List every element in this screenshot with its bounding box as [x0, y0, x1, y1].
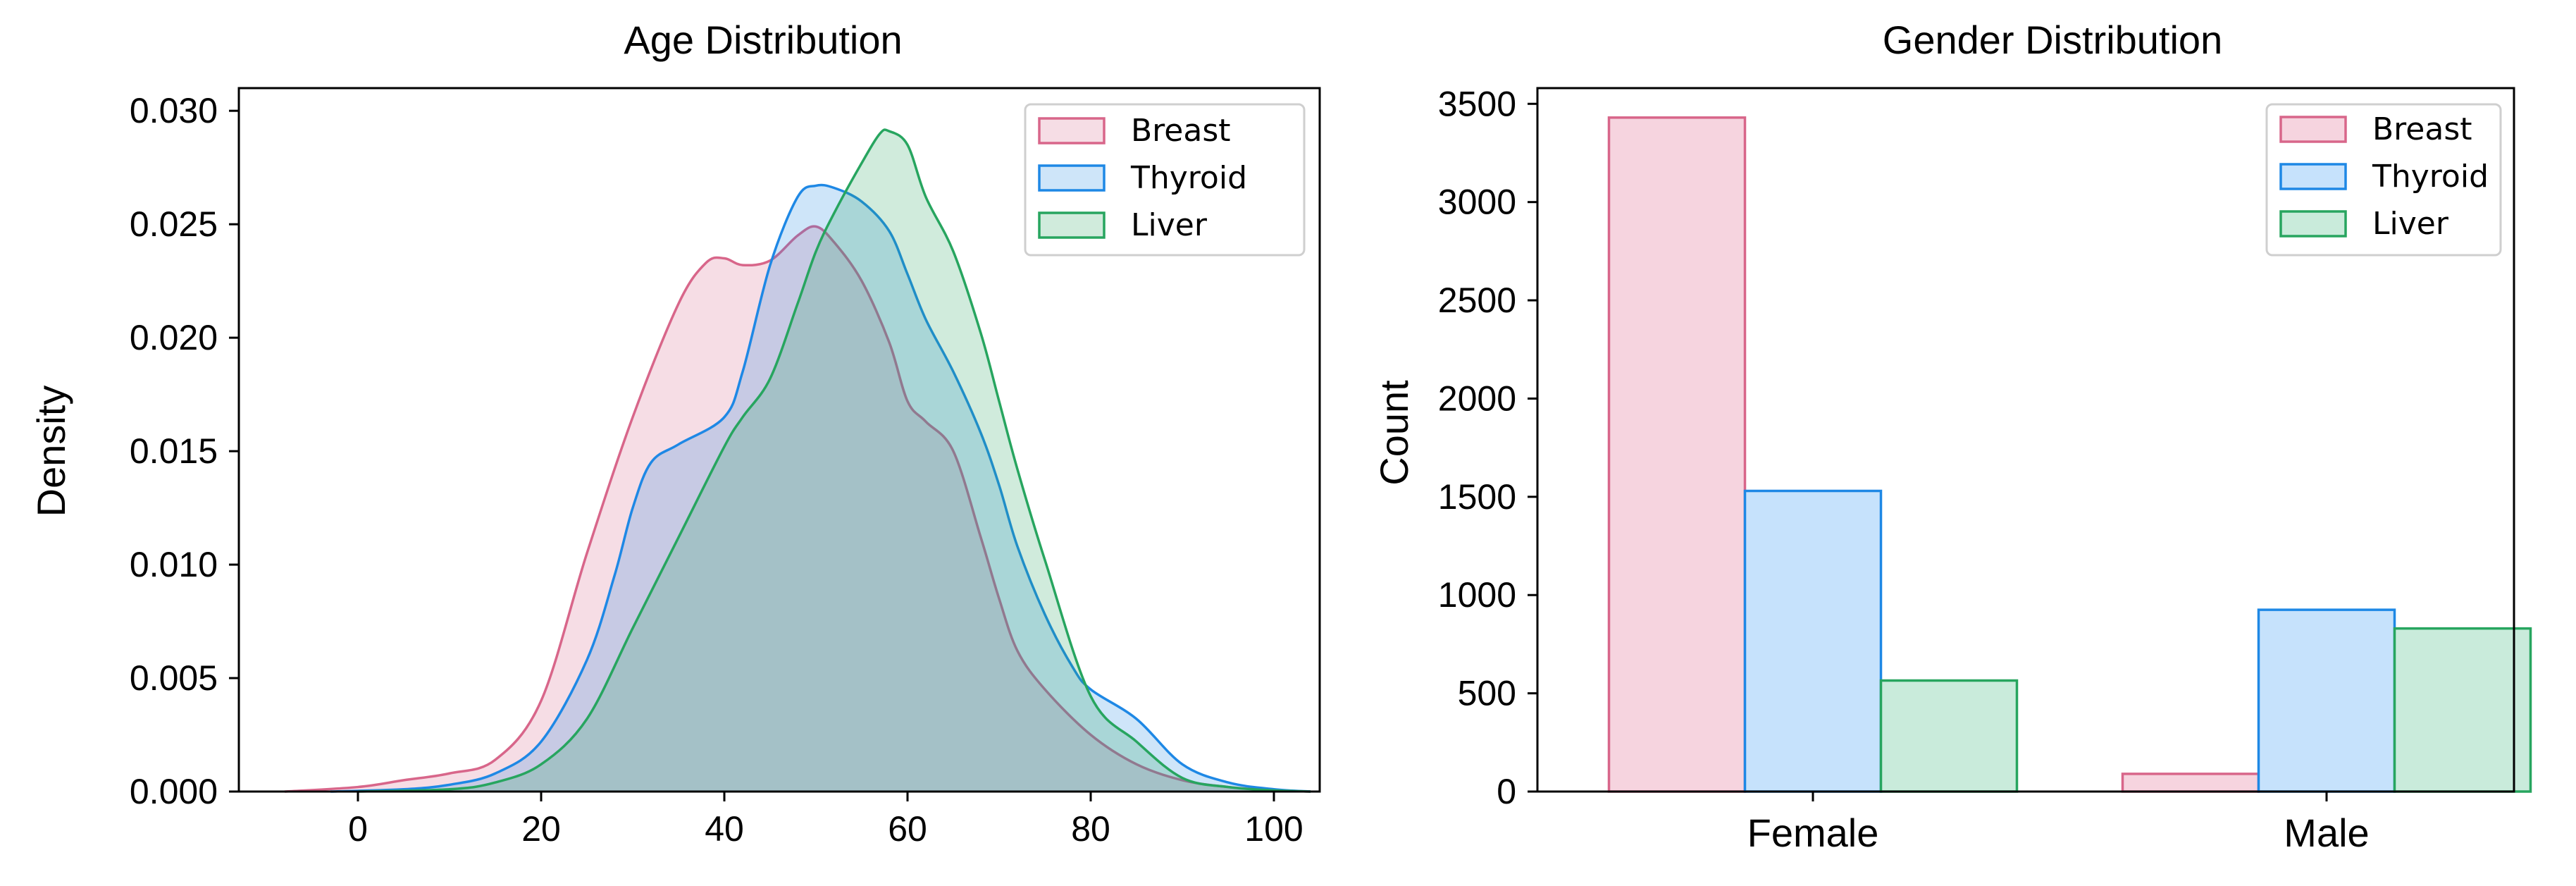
gender-legend-label-breast: Breast	[2372, 111, 2472, 147]
gender-legend: Breast Thyroid Liver	[2265, 103, 2502, 257]
age-legend: Breast Thyroid Liver	[1024, 103, 1306, 257]
age-legend-label-thyroid: Thyroid	[1130, 160, 1247, 196]
gender-ytick-label: 3500	[1438, 84, 1516, 123]
bar-thyroid-male	[2257, 608, 2396, 793]
gender-plot-frame	[1536, 87, 2515, 793]
age-ytick-label: 0.025	[130, 204, 218, 244]
bar-liver-male	[2393, 627, 2532, 793]
age-density-area-thyroid	[330, 185, 1311, 792]
age-chart-title: Age Distribution	[624, 18, 902, 62]
age-xtick-label: 100	[1244, 809, 1303, 849]
age-ytick-label: 0.005	[130, 658, 218, 698]
age-density-area-breast	[285, 226, 1311, 792]
age-xtick-label: 40	[705, 809, 744, 849]
bar-liver-female	[1879, 679, 2019, 793]
age-chart-ylabel: Density	[29, 386, 73, 517]
gender-ytick-label: 500	[1458, 674, 1516, 713]
gender-legend-label-thyroid: Thyroid	[2372, 159, 2489, 195]
gender-ytick-label: 2500	[1438, 281, 1516, 320]
gender-legend-swatch-thyroid	[2279, 163, 2347, 190]
gender-ytick-label: 2000	[1438, 379, 1516, 418]
age-plot-frame	[237, 87, 1321, 793]
age-xtick-label: 60	[888, 809, 927, 849]
gender-ytick-label: 1500	[1438, 477, 1516, 517]
age-ytick-label: 0.020	[130, 318, 218, 357]
gender-legend-swatch-liver	[2279, 210, 2347, 238]
age-legend-swatch-liver	[1038, 211, 1106, 239]
age-xtick-label: 80	[1071, 809, 1110, 849]
gender-distribution-panel: Gender Distribution Count Female Male 0 500…	[1372, 18, 2532, 855]
gender-xtick-label-male: Male	[2284, 811, 2369, 855]
age-legend-swatch-breast	[1038, 117, 1106, 144]
gender-ytick-label: 1000	[1438, 575, 1516, 615]
age-density-line-liver	[357, 128, 1311, 793]
age-density-line-thyroid	[330, 183, 1311, 793]
age-ytick-label: 0.015	[130, 431, 218, 471]
age-xtick-label: 0	[348, 809, 368, 849]
age-legend-label-breast: Breast	[1131, 113, 1231, 149]
age-legend-label-liver: Liver	[1131, 207, 1208, 243]
bar-thyroid-female	[1743, 489, 1883, 793]
age-density-line-breast	[284, 225, 1311, 793]
gender-chart-ylabel: Count	[1372, 380, 1416, 486]
gender-xtick-label-female: Female	[1747, 811, 1879, 855]
gender-ytick-label: 3000	[1438, 183, 1516, 222]
age-distribution-panel: Age Distribution Density 0 20 40 60 80 100 0.0…	[29, 18, 1321, 849]
age-legend-swatch-thyroid	[1038, 164, 1106, 192]
age-ytick-label: 0.030	[130, 91, 218, 130]
gender-legend-label-liver: Liver	[2372, 206, 2449, 242]
age-xtick-label: 20	[521, 809, 561, 849]
gender-ytick-label: 0	[1497, 772, 1516, 811]
age-ytick-label: 0.000	[130, 772, 218, 811]
gender-legend-swatch-breast	[2279, 116, 2347, 143]
age-density-area-liver	[358, 129, 1311, 792]
age-ytick-label: 0.010	[130, 545, 218, 584]
gender-chart-title: Gender Distribution	[1883, 18, 2222, 62]
bar-breast-male	[2121, 773, 2260, 793]
bar-breast-female	[1607, 116, 1747, 793]
